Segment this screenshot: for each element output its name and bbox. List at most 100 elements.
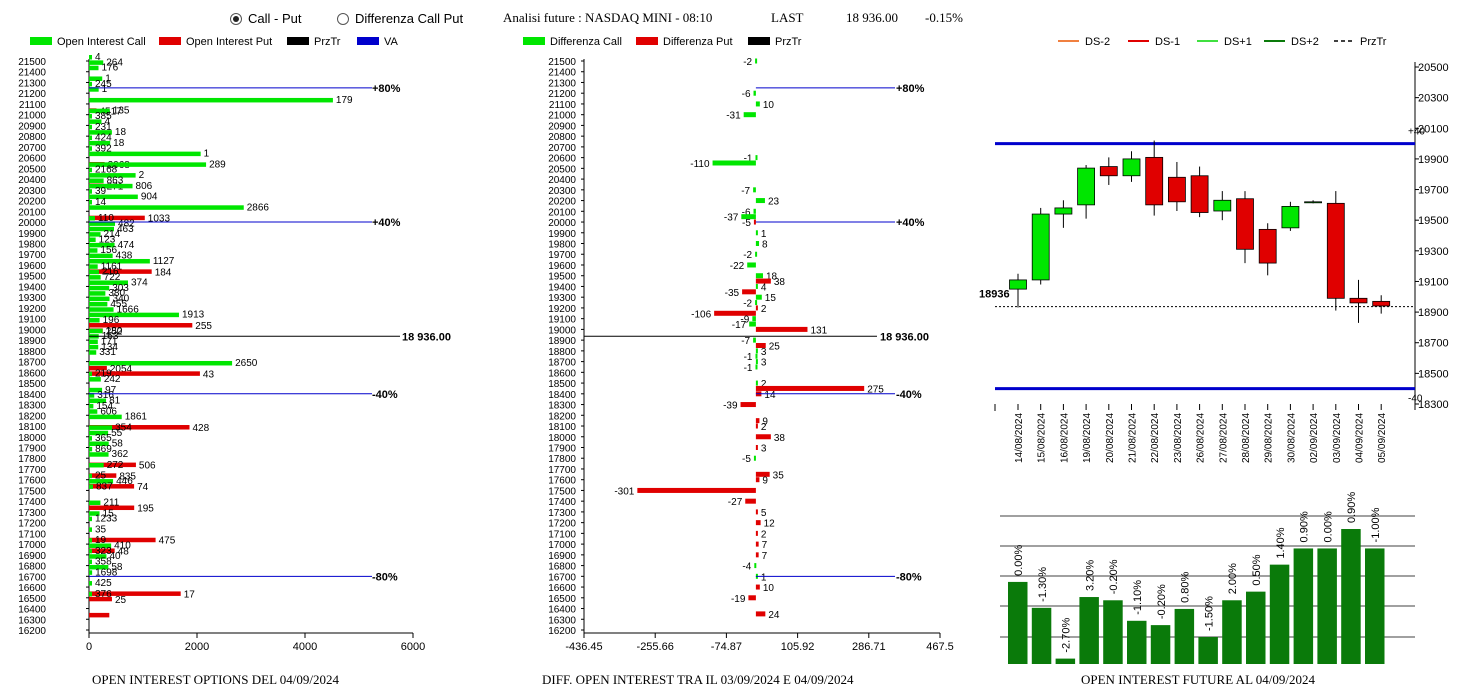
oi-diff-y-tick: 21100 — [549, 100, 577, 111]
oi-put-value-label: 43 — [203, 369, 215, 380]
candle-body — [1054, 207, 1073, 215]
oi-call-bar — [89, 511, 100, 516]
oi-call-bar — [89, 387, 103, 393]
oi-call-value-label: 211 — [103, 498, 119, 509]
oi-call-bar — [89, 285, 110, 291]
oi-diff-value-label: 9 — [762, 417, 768, 428]
oi-diff-y-tick: 17300 — [548, 508, 576, 519]
oi-diff-y-tick: 16300 — [548, 615, 576, 626]
oi-call-value-label: 303 — [112, 283, 129, 294]
analysis-title: Analisi future : NASDAQ MINI - 08:10 — [503, 10, 713, 25]
oi-call-bar — [89, 81, 92, 87]
oi-call-bar — [89, 527, 92, 532]
oi-call-bar — [89, 430, 109, 436]
oi-call-bar — [89, 538, 92, 543]
oi-options-y-tick: 17700 — [18, 465, 46, 476]
oi-diff-bar — [753, 337, 756, 343]
oi-diff-y-tick: 19100 — [548, 315, 576, 326]
oi-options-y-tick: 18600 — [18, 368, 46, 379]
oi-future-value-label: 1.40% — [1275, 527, 1287, 558]
oi-put-bar — [89, 365, 107, 371]
candle-last-label: 18936 — [979, 289, 1010, 301]
oi-call-value-label: 455 — [110, 299, 127, 310]
oi-diff-y-tick: 20900 — [548, 121, 576, 132]
radio-differenza[interactable]: Differenza Call Put — [337, 11, 463, 26]
oi-future-bar — [1341, 529, 1361, 664]
oi-diff-value-label: 2 — [761, 379, 767, 390]
oi-diff-value-label: -37 — [724, 213, 739, 224]
candle-body — [1099, 166, 1118, 177]
radio-call-put[interactable]: Call - Put — [230, 11, 301, 26]
oi-options-y-tick: 21100 — [19, 100, 47, 111]
oi-diff-y-tick: 18100 — [548, 422, 576, 433]
oi-diff-y-tick: 20600 — [548, 154, 576, 165]
candle-price-tick: 19500 — [1418, 215, 1449, 227]
oi-options-y-tick: 19900 — [18, 229, 46, 240]
oi-call-value-label: 81 — [109, 396, 121, 407]
oi-call-value-label: 1233 — [95, 514, 118, 525]
oi-diff-y-tick: 17000 — [548, 540, 576, 551]
oi-diff-value-label: -2 — [743, 250, 752, 261]
legend-label-1: Open Interest Put — [186, 36, 272, 48]
oi-put-value-label: 475 — [159, 536, 176, 547]
oi-call-value-label: 1698 — [95, 567, 118, 578]
oi-future-bar — [1222, 600, 1242, 664]
oi-call-bar — [89, 178, 104, 183]
oi-diff-bar — [748, 595, 756, 601]
oi-options-y-tick: 19000 — [18, 325, 46, 336]
candle-legend-label-1: DS-1 — [1155, 36, 1180, 48]
oi-call-bar — [89, 173, 136, 178]
oi-options-y-tick: 20500 — [18, 164, 46, 175]
legend-swatch-0 — [30, 37, 52, 45]
oi-diff-value-label: 3 — [761, 443, 767, 454]
oi-put-value-label: 184 — [155, 267, 172, 278]
candle-price-tick: 19300 — [1418, 246, 1449, 258]
oi-call-value-label: 19 — [95, 535, 107, 546]
oi-call-value-label: 289 — [209, 159, 226, 170]
oi-call-bar — [89, 124, 92, 130]
oi-call-value-label: 1913 — [182, 310, 205, 321]
oi-call-value-label: 863 — [107, 175, 124, 186]
oi-diff-y-tick: 19300 — [548, 293, 576, 304]
oi-diff-bar — [755, 477, 760, 483]
oi-call-bar — [89, 258, 150, 264]
oi-diff-y-tick: 16600 — [548, 583, 576, 594]
oi-call-value-label: 180 — [106, 326, 123, 337]
oi-call-bar — [89, 226, 115, 232]
oi-diff-y-tick: 20300 — [548, 186, 576, 197]
oi-diff-value-label: -7 — [741, 336, 750, 347]
oi-put-value-label: 17 — [184, 589, 196, 600]
oi-diff-bar — [755, 541, 759, 547]
oi-diff-x-tick: 105.92 — [781, 641, 815, 653]
legend-swatch-2 — [287, 37, 309, 45]
oi-diff-value-label: 35 — [773, 470, 785, 481]
oi-options-y-tick: 20000 — [18, 218, 46, 229]
oi-diff-y-tick: 20400 — [548, 175, 576, 186]
oi-future-value-label: 0.90% — [1346, 492, 1358, 523]
oi-options-y-tick: 20400 — [18, 175, 46, 186]
oi-call-bar — [89, 360, 233, 366]
oi-call-value-label: 4 — [104, 116, 110, 127]
oi-options-y-tick: 19400 — [18, 282, 46, 293]
oi-call-value-label: 904 — [141, 192, 158, 203]
oi-diff-bar — [755, 300, 758, 306]
oi-call-value-label: 606 — [100, 406, 117, 417]
oi-diff-value-label: 7 — [762, 540, 768, 551]
oi-diff-y-tick: 17400 — [548, 497, 576, 508]
oi-call-value-label: 55 — [111, 428, 123, 439]
oi-future-value-label: -0.20% — [1156, 584, 1168, 619]
oi-call-value-label: 2 — [139, 170, 145, 181]
oi-call-bar — [89, 581, 92, 586]
candle-date-label: 21/08/2024 — [1128, 413, 1139, 463]
oi-call-bar — [89, 479, 114, 484]
oi-call-bar — [89, 350, 97, 355]
oi-call-bar — [89, 543, 112, 548]
oi-call-value-label: 242 — [104, 374, 121, 385]
oi-diff-value-label: -2 — [743, 57, 752, 68]
candle-date-label: 30/08/2024 — [1286, 413, 1297, 463]
oi-diff-y-tick: 18700 — [548, 358, 576, 369]
oi-call-value-label: 446 — [116, 476, 133, 487]
candle-body — [1168, 176, 1186, 203]
oi-call-value-label: 231 — [95, 122, 112, 133]
legend-swatch-0 — [523, 37, 545, 45]
